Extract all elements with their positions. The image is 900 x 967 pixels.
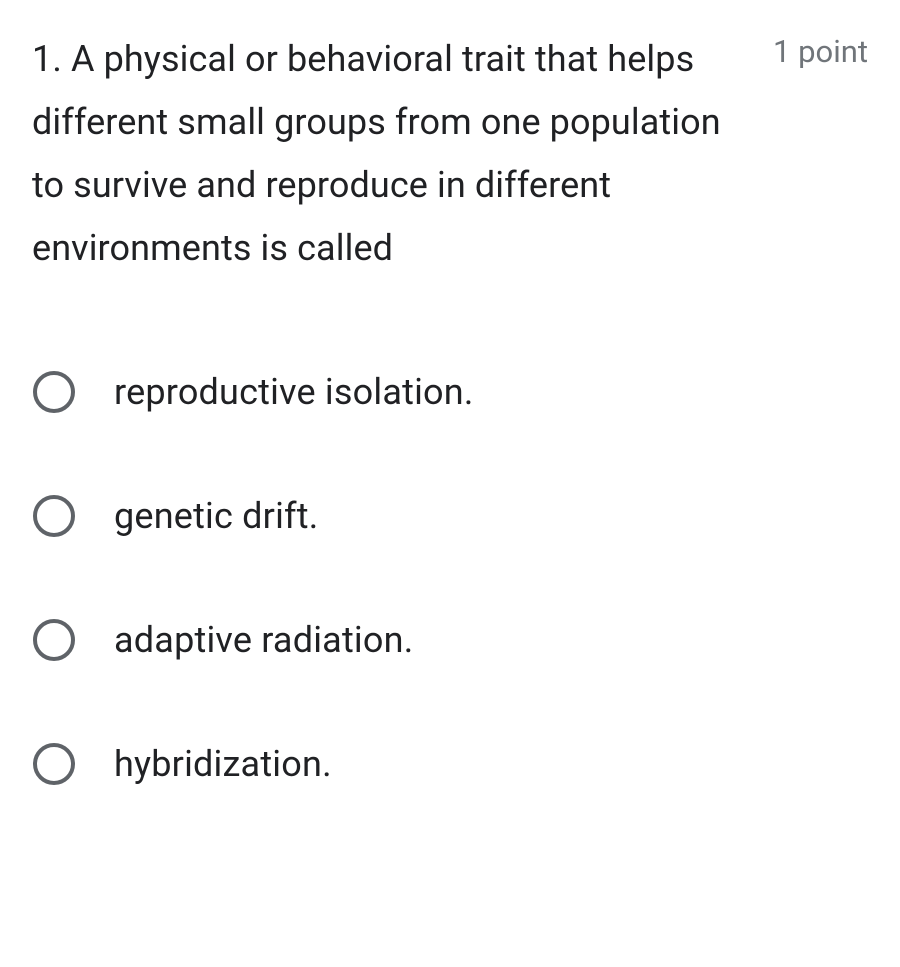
- radio-unchecked-icon: [32, 370, 76, 414]
- question-header: 1. A physical or behavioral trait that h…: [32, 28, 868, 280]
- points-label: 1 point: [773, 28, 868, 70]
- radio-unchecked-icon: [32, 494, 76, 538]
- radio-unchecked-icon: [32, 742, 76, 786]
- option-label: reproductive isolation.: [114, 371, 474, 413]
- option-hybridization[interactable]: hybridization.: [32, 742, 868, 786]
- option-label: adaptive radiation.: [114, 619, 413, 661]
- radio-unchecked-icon: [32, 618, 76, 662]
- option-adaptive-radiation[interactable]: adaptive radiation.: [32, 618, 868, 662]
- option-genetic-drift[interactable]: genetic drift.: [32, 494, 868, 538]
- option-label: hybridization.: [114, 743, 332, 785]
- options-list: reproductive isolation. genetic drift. a…: [32, 370, 868, 786]
- question-text: 1. A physical or behavioral trait that h…: [32, 28, 753, 280]
- option-label: genetic drift.: [114, 495, 318, 537]
- option-reproductive-isolation[interactable]: reproductive isolation.: [32, 370, 868, 414]
